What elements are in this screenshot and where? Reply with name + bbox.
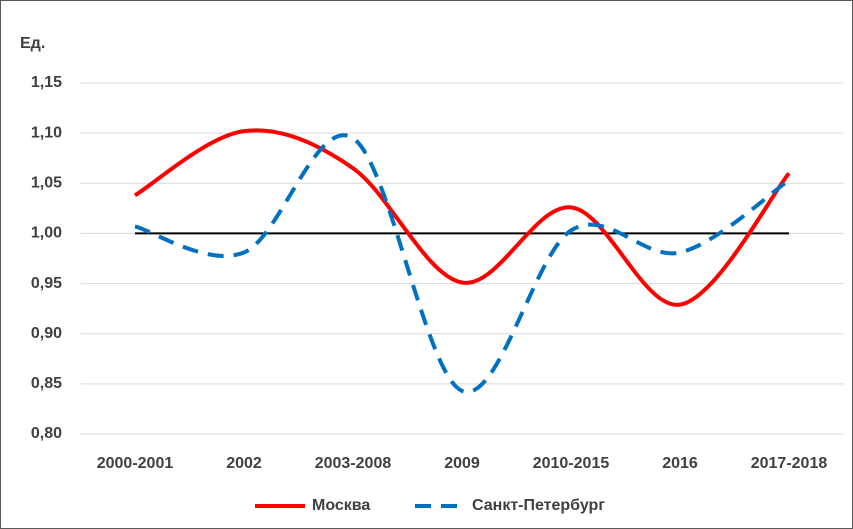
y-tick-label: 1,10	[31, 124, 62, 141]
y-tick-label: 1,00	[31, 225, 62, 242]
y-axis-label: Ед.	[20, 35, 45, 52]
series-line	[133, 128, 791, 307]
y-tick-label: 0,90	[31, 325, 62, 342]
y-tick-label: 0,80	[31, 425, 62, 442]
y-tick-label: 0,95	[31, 275, 62, 292]
series-line	[134, 133, 791, 394]
legend-label: Москва	[312, 497, 370, 514]
y-tick-label: 0,85	[31, 375, 62, 392]
legend-label: Санкт-Петербург	[472, 497, 605, 514]
x-tick-label: 2003-2008	[315, 455, 392, 472]
x-tick-label: 2009	[444, 455, 480, 472]
x-tick-label: 2002	[226, 455, 262, 472]
y-tick-label: 1,05	[31, 175, 62, 192]
x-tick-label: 2000-2001	[97, 455, 174, 472]
x-tick-label: 2010-2015	[533, 455, 610, 472]
y-tick-label: 1,15	[31, 74, 62, 91]
x-tick-label: 2017-2018	[751, 455, 828, 472]
x-tick-label: 2016	[662, 455, 698, 472]
